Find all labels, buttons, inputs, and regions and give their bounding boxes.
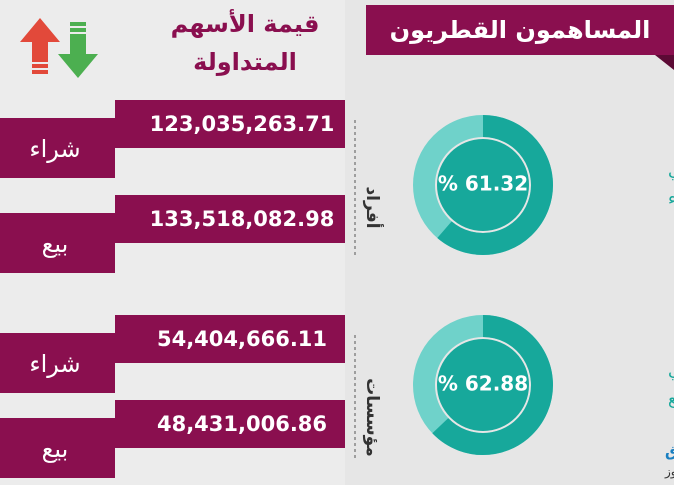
trade-label: شراء	[29, 135, 80, 163]
value-bar	[115, 100, 345, 148]
label-tab	[0, 213, 115, 273]
donut-arc	[437, 115, 553, 255]
trade-label: شراء	[29, 350, 80, 378]
trade-value: 54,404,666.11	[157, 327, 327, 351]
trade-value: 123,035,263.71	[150, 112, 335, 136]
donut-caption: إجمالي	[668, 161, 674, 181]
value-bar	[115, 195, 345, 243]
donut-caption: إجمالي	[668, 361, 674, 381]
trade-value: 48,431,006.86	[157, 412, 327, 436]
column-title: المتداولة	[193, 48, 297, 76]
title-banner	[366, 5, 674, 55]
logo-sub: جرافيك نيوز	[664, 465, 674, 480]
donut-hole	[437, 339, 529, 431]
donut-hole	[437, 139, 529, 231]
trade-label: بيع	[42, 230, 69, 258]
label-tab	[0, 118, 115, 178]
label-tab	[0, 418, 115, 478]
trade-label: بيع	[42, 435, 69, 463]
title: المساهمون القطريون	[390, 16, 651, 44]
value-bar	[115, 400, 345, 448]
donut-value: % 62.88	[438, 372, 528, 396]
trade-value: 133,518,082.98	[150, 207, 335, 231]
group-label: مؤسسات	[362, 378, 382, 457]
column-title: قيمة الأسهم	[171, 9, 320, 38]
banner-fold	[655, 55, 674, 70]
donut-caption: نسبة الشراء	[668, 189, 674, 209]
arrows-icon	[20, 18, 98, 78]
donut-arc	[432, 315, 553, 455]
label-tab	[0, 333, 115, 393]
logo-brand: الشرق	[665, 443, 674, 461]
value-bar	[115, 315, 345, 363]
group-label: أفراد	[362, 186, 384, 228]
donut-value: % 61.32	[438, 172, 528, 196]
donut-caption: نسبة البيع	[668, 389, 674, 409]
